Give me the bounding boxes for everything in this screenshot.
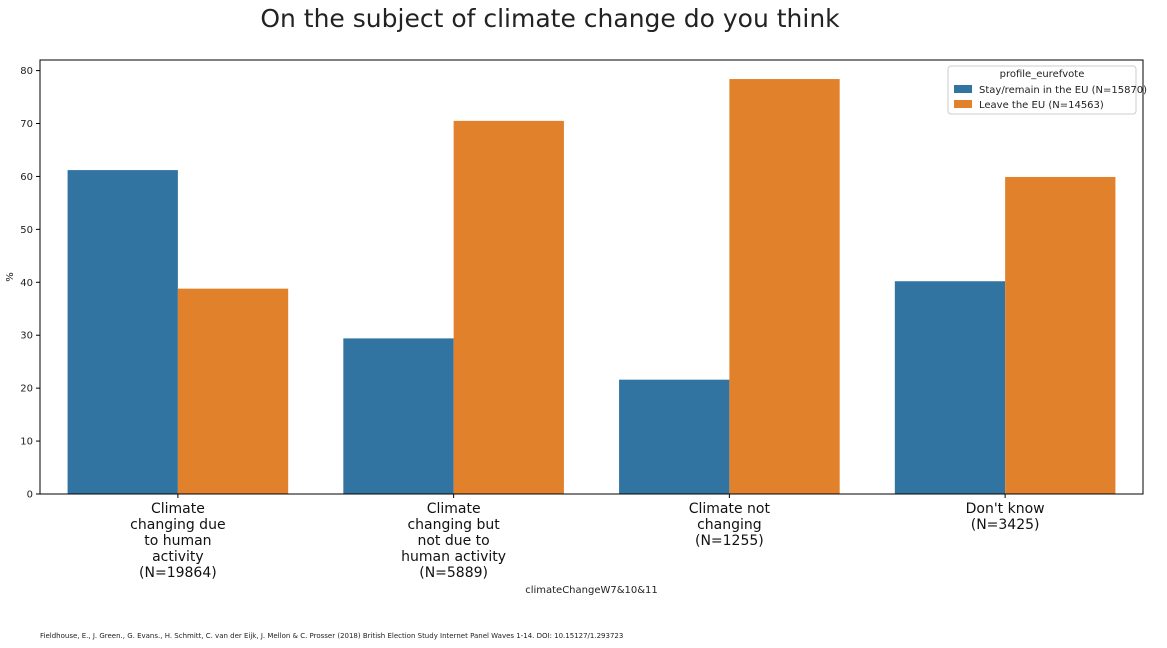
- y-tick-label: 30: [20, 331, 33, 342]
- citation: Fieldhouse, E., J. Green., G. Evans., H.…: [40, 632, 624, 640]
- x-tick-label-line: Climate: [151, 501, 205, 517]
- y-axis-label: %: [5, 272, 16, 282]
- x-tick-label: Don't know (N=3425): [966, 501, 1045, 533]
- plot-frame: [39, 59, 1144, 495]
- x-tick-label: Climate changing but not due to human activ…: [401, 501, 506, 581]
- x-tick-label-line: Don't know: [966, 501, 1045, 517]
- bars-layer: [67, 79, 1116, 495]
- bar: [453, 120, 564, 495]
- x-tick-label-line: changing due: [130, 517, 225, 533]
- y-tick-label: 80: [20, 66, 33, 77]
- y-axis: 0 10 20 30 40 50 60 70 80: [20, 66, 40, 501]
- legend-swatch: [954, 85, 972, 93]
- legend-entry: Leave the EU (N=14563): [979, 100, 1104, 111]
- x-tick-label-line: changing but: [407, 517, 500, 533]
- bar: [343, 338, 454, 494]
- x-axis-label: climateChangeW7&10&11: [525, 585, 658, 596]
- x-tick-label-line: changing: [697, 517, 762, 533]
- x-tick-label-line: (N=5889): [419, 565, 488, 581]
- y-tick-label: 70: [20, 119, 33, 130]
- legend: profile_eurefvote Stay/remain in the EU (…: [947, 65, 1147, 115]
- legend-frame: [947, 65, 1137, 115]
- x-tick-label-line: activity: [152, 549, 204, 565]
- bar: [894, 281, 1006, 494]
- y-tick-label: 20: [20, 384, 33, 395]
- bar: [619, 379, 730, 494]
- bar: [729, 79, 840, 495]
- x-tick-label-line: Climate not: [689, 501, 771, 517]
- bar: [67, 170, 178, 494]
- x-tick-label-line: (N=3425): [971, 517, 1040, 533]
- legend-entry: Stay/remain in the EU (N=15870): [979, 85, 1147, 96]
- bar: [1005, 176, 1116, 494]
- x-tick-label: Climate changing due to human activity (N=19…: [130, 501, 225, 581]
- x-tick-label-line: (N=1255): [695, 533, 764, 549]
- y-tick-label: 40: [20, 278, 33, 289]
- y-tick-label: 50: [20, 225, 33, 236]
- y-tick-label: 10: [20, 437, 33, 448]
- x-axis: Climate changing due to human activity (N=19…: [130, 494, 1045, 581]
- x-tick-label-line: (N=19864): [139, 565, 217, 581]
- y-tick-label: 60: [20, 172, 33, 183]
- y-tick-label: 0: [27, 490, 33, 501]
- x-tick-label: Climate not changing (N=1255): [689, 501, 771, 549]
- x-tick-label-line: human activity: [401, 549, 506, 565]
- x-tick-label-line: Climate: [427, 501, 481, 517]
- chart-title: On the subject of climate change do you …: [260, 4, 840, 33]
- x-tick-label-line: not due to: [417, 533, 489, 549]
- bar: [177, 288, 289, 494]
- x-tick-label-line: to human: [144, 533, 211, 549]
- legend-title: profile_eurefvote: [1000, 69, 1085, 80]
- legend-swatch: [954, 100, 972, 108]
